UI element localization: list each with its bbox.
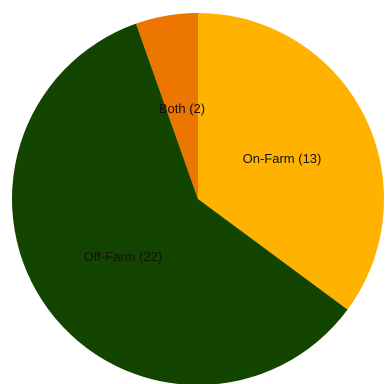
- slice-label-both: Both (2): [159, 101, 205, 116]
- pie-slice-on-farm: [198, 13, 384, 310]
- slice-label-off-farm: Off-Farm (22): [84, 249, 163, 264]
- pie-slice-off-farm: [12, 23, 348, 384]
- pie-labels: On-Farm (13) Off-Farm (22) Both (2): [84, 101, 322, 264]
- pie-slices: [12, 13, 384, 384]
- pie-slice-both: [136, 13, 198, 199]
- slice-label-on-farm: On-Farm (13): [243, 151, 322, 166]
